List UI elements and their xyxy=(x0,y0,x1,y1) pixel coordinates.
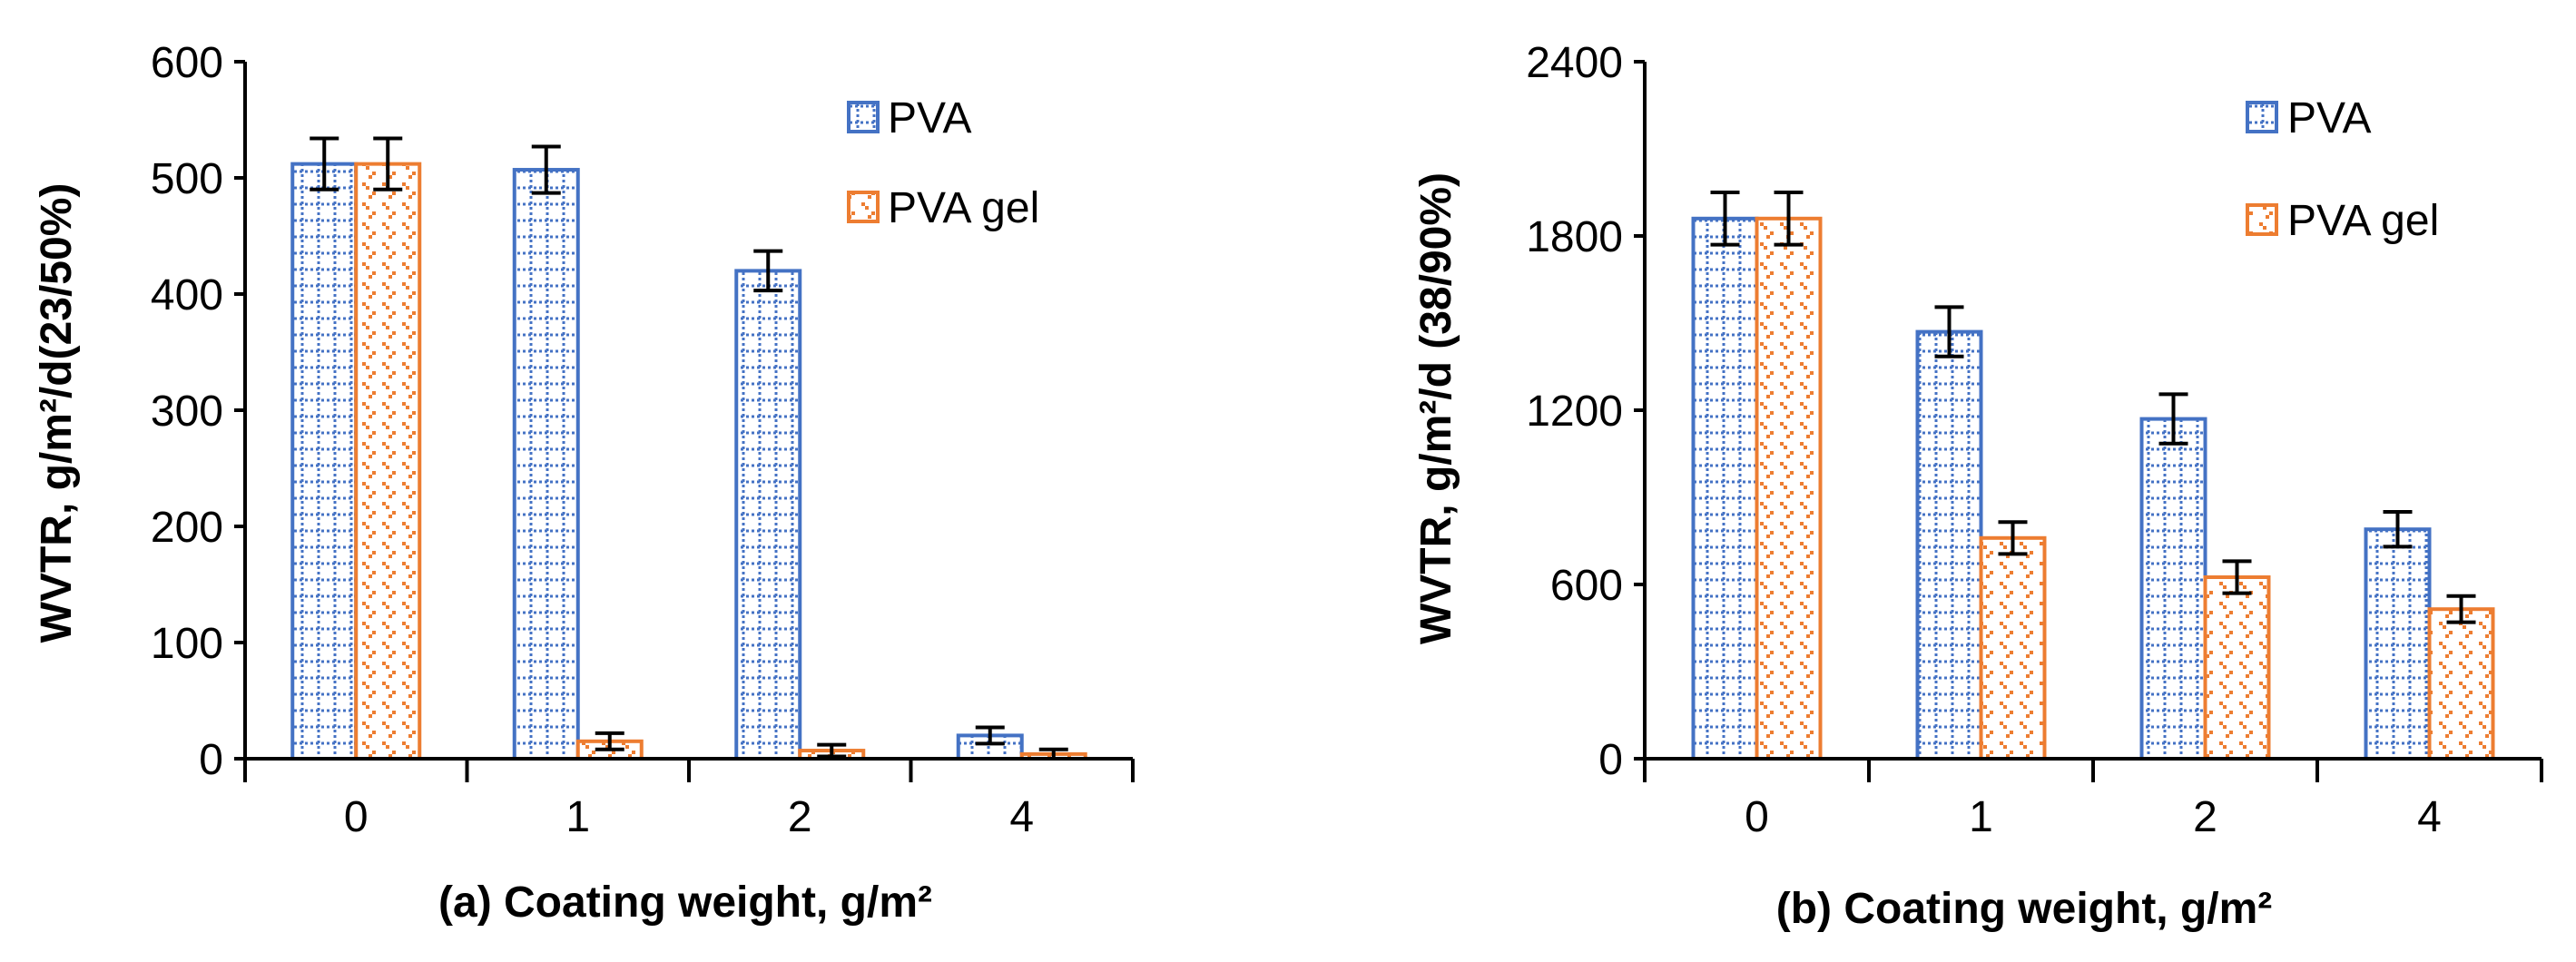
legend: PVA PVA gel xyxy=(847,94,1039,232)
error-bar-pva-gel-2 xyxy=(817,742,847,759)
legend-label-pva-gel: PVA gel xyxy=(888,184,1039,232)
error-bar-pva-1 xyxy=(531,144,561,195)
y-tick-label-0: 0 xyxy=(1598,736,1623,784)
error-bar-pva-2 xyxy=(2158,392,2188,446)
x-tick-label-0: 0 xyxy=(344,793,369,841)
bar-pva-gel-4 xyxy=(2427,607,2495,761)
y-axis-title: WVTR, g/m²/d (38/90%) xyxy=(1412,172,1460,644)
bar-pva-4 xyxy=(2364,527,2432,761)
bar-pva-gel-0 xyxy=(354,162,422,761)
error-bar-pva-gel-2 xyxy=(2222,559,2252,595)
y-tick-label-300: 300 xyxy=(151,388,223,436)
legend-label-pva: PVA xyxy=(888,94,971,142)
legend-label-pva: PVA xyxy=(2287,94,2371,142)
y-tick-label-500: 500 xyxy=(151,155,223,203)
error-bar-pva-gel-0 xyxy=(373,136,403,191)
y-tick-label-100: 100 xyxy=(151,620,223,668)
error-bar-pva-0 xyxy=(1710,191,1740,247)
legend-swatch-pva xyxy=(2246,101,2278,133)
x-axis-title: (a) Coating weight, g/m² xyxy=(438,879,932,927)
y-tick-label-2400: 2400 xyxy=(1526,39,1623,87)
x-tick-label-4: 4 xyxy=(2417,793,2442,841)
bar-pva-gel-1 xyxy=(1979,535,2047,761)
y-tick-label-600: 600 xyxy=(151,39,223,87)
bar-pva-gel-2 xyxy=(2203,575,2271,761)
bar-pva-2 xyxy=(734,269,802,761)
error-bar-pva-4 xyxy=(2383,510,2413,549)
error-bar-pva-gel-1 xyxy=(1998,520,2028,556)
chart-panel-a: (a) Coating weight, g/m² WVTR, g/m²/d(23… xyxy=(33,39,1135,927)
y-tick-label-400: 400 xyxy=(151,271,223,319)
x-tick-label-1: 1 xyxy=(565,793,590,841)
x-tick-label-1: 1 xyxy=(1969,793,1993,841)
bar-pva-0 xyxy=(290,162,359,761)
x-tick-label-0: 0 xyxy=(1745,793,1769,841)
bar-pva-1 xyxy=(512,168,580,761)
error-bar-pva-gel-1 xyxy=(595,731,624,751)
bar-pva-0 xyxy=(1691,216,1759,761)
legend-label-pva-gel: PVA gel xyxy=(2287,197,2439,245)
y-tick-label-0: 0 xyxy=(199,736,223,784)
y-tick-label-1200: 1200 xyxy=(1526,388,1623,436)
error-bar-pva-1 xyxy=(1934,305,1964,358)
bars xyxy=(290,136,1087,761)
legend-swatch-pva-gel xyxy=(2246,203,2278,236)
bars xyxy=(1691,191,2495,761)
y-tick-label-1800: 1800 xyxy=(1526,213,1623,261)
error-bar-pva-4 xyxy=(975,725,1005,746)
legend-swatch-pva-gel xyxy=(847,191,880,223)
error-bar-pva-gel-0 xyxy=(1774,191,1804,247)
y-tick-label-200: 200 xyxy=(151,504,223,552)
error-bar-pva-2 xyxy=(753,249,783,293)
error-bar-pva-0 xyxy=(310,136,339,191)
bar-pva-gel-0 xyxy=(1755,216,1823,761)
bar-pva-1 xyxy=(1915,329,1983,761)
legend-swatch-pva xyxy=(847,101,880,133)
error-bar-pva-gel-4 xyxy=(2446,594,2476,624)
y-axis-title: WVTR, g/m²/d(23/50%) xyxy=(33,183,81,643)
legend: PVA PVA gel xyxy=(2246,94,2439,245)
chart-panel-b: (b) Coating weight, g/m² WVTR, g/m²/d (3… xyxy=(1412,39,2543,933)
x-tick-label-4: 4 xyxy=(1009,793,1034,841)
x-tick-label-2: 2 xyxy=(788,793,812,841)
bar-pva-2 xyxy=(2139,417,2207,761)
x-tick-label-2: 2 xyxy=(2193,793,2217,841)
x-axis-title: (b) Coating weight, g/m² xyxy=(1776,885,2273,933)
y-tick-label-600: 600 xyxy=(1550,562,1623,610)
